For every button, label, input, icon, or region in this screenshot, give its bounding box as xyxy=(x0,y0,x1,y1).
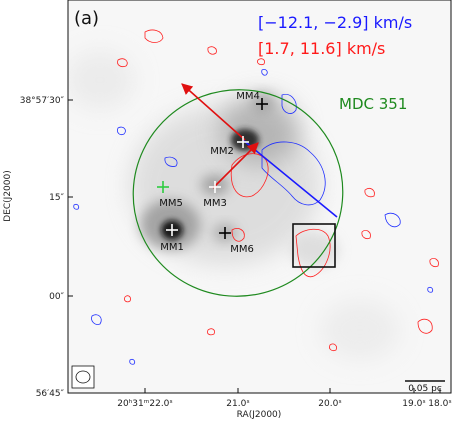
blue-velocity-range: [−12.1, −2.9] km/s xyxy=(258,13,412,32)
beam-ellipse xyxy=(75,370,91,384)
panel-label: (a) xyxy=(74,8,99,29)
source-mm2-label: MM2 xyxy=(210,146,234,157)
x-tick-label: 21.0ˢ xyxy=(226,399,249,409)
source-mm4: MM4 xyxy=(236,91,268,110)
scale-bar-label: 0.05 pc xyxy=(408,384,442,394)
red-contours xyxy=(117,29,439,352)
red-outflow-arrow-2 xyxy=(212,142,259,189)
plot-area: MM1 MM2 MM3 MM4 MM5 MM6 0.05 pc (a) [−12.1, −… xyxy=(68,0,451,394)
y-tick-label: 15″ xyxy=(49,193,64,203)
source-mm3-label: MM3 xyxy=(203,198,227,209)
source-mm1-label: MM1 xyxy=(160,242,184,253)
source-mm6: MM6 xyxy=(219,227,254,255)
x-axis-title: RA(J2000) xyxy=(237,410,282,420)
red-velocity-range: [1.7, 11.6] km/s xyxy=(258,39,385,58)
beam-box xyxy=(71,365,95,389)
mdc-ellipse xyxy=(132,89,344,297)
source-mm4-label: MM4 xyxy=(236,91,260,102)
x-axis: 20ʰ31ᵐ22.0ˢ 21.0ˢ 20.0ˢ 19.0ˢ 18.0ˢ xyxy=(117,388,452,409)
y-axis-title: DEC(J2000) xyxy=(3,170,13,221)
y-tick-label: 56′45″ xyxy=(36,389,65,399)
red-outflow-arrow xyxy=(181,83,246,141)
x-tick-label: 20ʰ31ᵐ22.0ˢ xyxy=(117,399,173,409)
source-mm1: MM1 xyxy=(160,224,184,253)
mdc-label: MDC 351 xyxy=(339,95,407,113)
y-axis: 38°57′30″ 15″ 00″ 56′45″ xyxy=(20,96,73,399)
source-mm2: MM2 xyxy=(210,136,249,157)
zoom-box xyxy=(292,223,336,268)
blue-contours xyxy=(73,69,434,365)
x-tick-label: 20.0ˢ xyxy=(318,399,341,409)
continuum-emission xyxy=(68,50,400,360)
x-tick-label: 19.0ˢ xyxy=(402,399,425,409)
source-markers: MM1 MM2 MM3 MM4 MM5 MM6 xyxy=(157,91,268,255)
x-tick-label: 18.0ˢ xyxy=(428,399,451,409)
y-tick-label: 00″ xyxy=(49,292,64,302)
source-mm5: MM5 xyxy=(157,181,183,209)
source-mm6-label: MM6 xyxy=(230,244,254,255)
source-mm3: MM3 xyxy=(203,181,227,209)
outflow-arrows xyxy=(181,83,338,218)
y-tick-label: 38°57′30″ xyxy=(20,96,65,106)
source-mm5-label: MM5 xyxy=(159,198,183,209)
